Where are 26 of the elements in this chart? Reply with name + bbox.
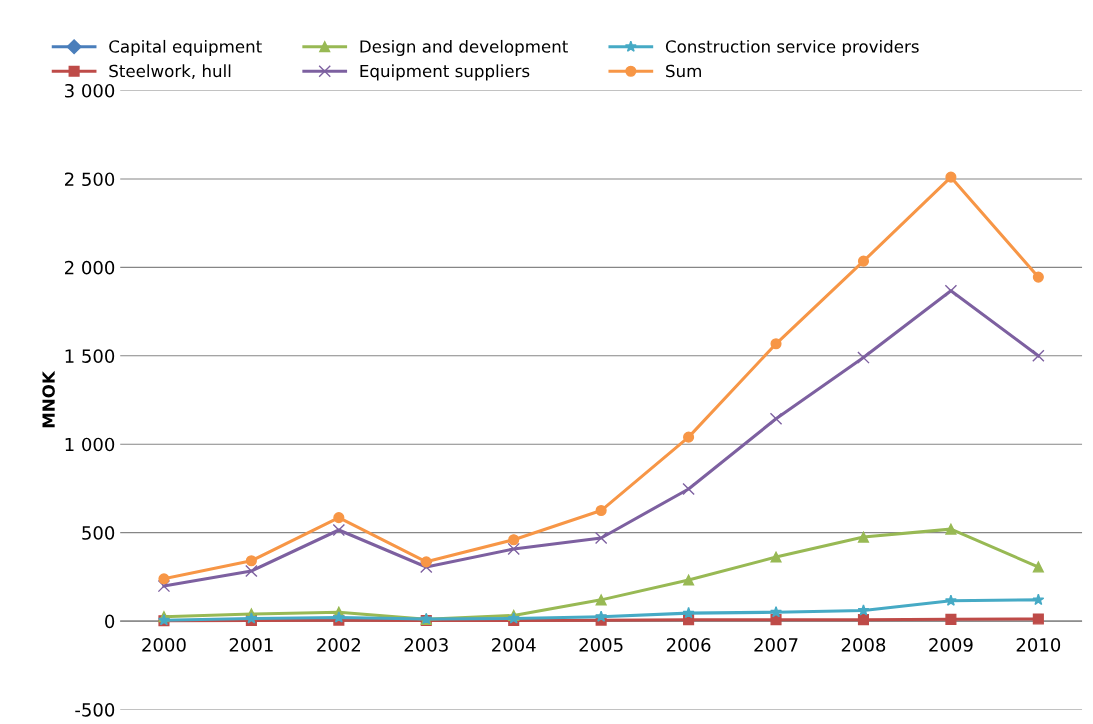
legend-label: Sum xyxy=(666,64,701,78)
y-axis-title: MNOK xyxy=(42,370,55,428)
legend-label: Steelwork, hull xyxy=(109,64,231,79)
x-tick-label: 2005 xyxy=(579,638,623,652)
y-tick-label: 1 000 xyxy=(65,437,115,452)
y-tick-label: 0 xyxy=(105,614,115,629)
x-tick-label: 2002 xyxy=(317,638,360,652)
x-tick-label: 2003 xyxy=(404,638,448,652)
y-tick-label: 2 500 xyxy=(65,172,115,187)
legend-label: Construction service providers xyxy=(665,39,919,57)
y-tick-label: 1 500 xyxy=(65,349,115,363)
legend-label: Equipment suppliers xyxy=(360,64,530,81)
legend-label: Design and development xyxy=(360,39,568,57)
x-tick-label: 2004 xyxy=(492,638,536,652)
x-tick-label: 2000 xyxy=(142,638,186,652)
y-tick-label: 3 000 xyxy=(65,83,115,98)
x-tick-label: 2010 xyxy=(1016,638,1061,652)
y-tick-label: -500 xyxy=(75,702,115,717)
y-tick-label: 500 xyxy=(82,526,115,540)
x-tick-label: 2009 xyxy=(929,638,973,652)
y-tick-label: 2 000 xyxy=(65,260,115,275)
x-tick-label: 2008 xyxy=(841,638,886,652)
x-tick-label: 2001 xyxy=(229,638,273,652)
x-tick-label: 2006 xyxy=(666,638,711,652)
x-tick-label: 2007 xyxy=(754,638,798,652)
legend-label: Capital equipment xyxy=(109,39,262,57)
